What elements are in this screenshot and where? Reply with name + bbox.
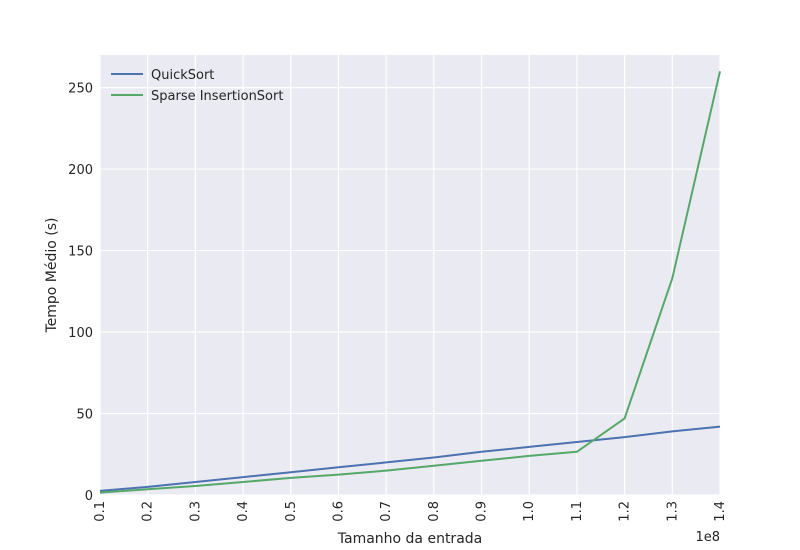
x-tick-label: 0.6 <box>331 501 346 522</box>
y-axis-label: Tempo Médio (s) <box>44 217 60 333</box>
x-offset-label: 1e8 <box>695 530 720 545</box>
x-tick-label: 1.0 <box>522 501 537 522</box>
x-tick-labels: 0.1 0.2 0.3 0.4 0.5 0.6 0.7 0.8 0.9 1.0 1.1 1.2 1.3 1… <box>93 501 728 522</box>
x-tick-label: 1.4 <box>713 501 728 522</box>
y-tick-label: 150 <box>68 245 93 260</box>
x-tick-label: 0.1 <box>93 501 108 522</box>
x-tick-label: 0.2 <box>141 501 156 522</box>
x-axis-label: Tamanho da entrada <box>337 531 482 547</box>
plot-area <box>100 55 720 495</box>
x-tick-label: 0.4 <box>236 501 251 522</box>
x-tick-label: 0.9 <box>475 501 490 522</box>
legend-label: QuickSort <box>151 68 214 83</box>
y-tick-label: 0 <box>85 489 93 504</box>
x-tick-label: 1.2 <box>618 501 633 522</box>
x-tick-label: 0.7 <box>379 501 394 522</box>
y-tick-label: 50 <box>76 408 93 423</box>
series-line-quicksort <box>99 425 721 492</box>
y-tick-label: 200 <box>68 163 93 178</box>
series-line-sparse-insertionsort <box>99 71 721 494</box>
y-tick-label: 250 <box>68 82 93 97</box>
series-lines <box>99 71 721 494</box>
x-tick-label: 0.8 <box>427 501 442 522</box>
legend: QuickSort Sparse InsertionSort <box>111 68 283 104</box>
y-tick-label: 100 <box>68 326 93 341</box>
y-tick-labels: 0 50 100 150 200 250 <box>68 82 93 504</box>
x-tick-label: 0.5 <box>284 501 299 522</box>
x-tick-label: 1.3 <box>665 501 680 522</box>
x-tick-label: 0.3 <box>188 501 203 522</box>
x-tick-label: 1.1 <box>570 501 585 522</box>
legend-label: Sparse InsertionSort <box>151 89 283 104</box>
